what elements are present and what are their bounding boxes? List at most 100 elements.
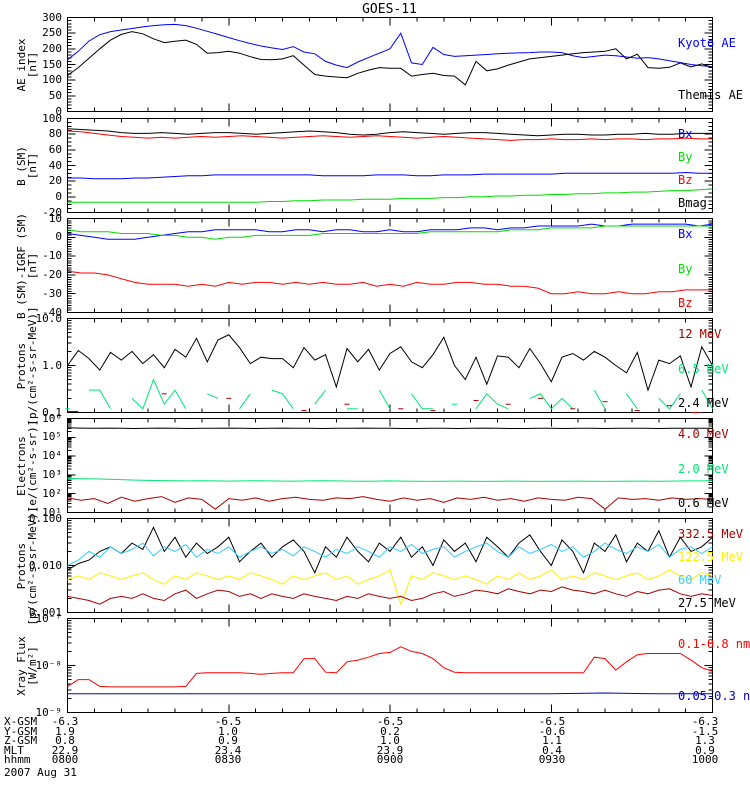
legend-bx: Bx <box>678 127 693 141</box>
footer-value: -6.3 <box>691 715 719 728</box>
legend-27.5-mev: 27.5 MeV <box>678 596 736 610</box>
y-tick-label: 10² <box>42 486 62 500</box>
y-tick-label: 10³ <box>42 467 62 481</box>
y-tick-label: 100 <box>42 73 62 87</box>
footer-row-label: Y-GSM <box>4 724 38 738</box>
footer-row-label: hhmm <box>4 753 31 766</box>
y-tick-label: 0.001 <box>28 605 62 619</box>
footer-value: 1.9 <box>55 724 75 738</box>
footer-value: 22.9 <box>51 743 79 757</box>
y-tick-label: -30 <box>42 286 62 300</box>
y-tick-label: 80 <box>48 127 62 141</box>
plot-title: GOES-11 <box>362 2 417 17</box>
legend-4.0-mev: 4.0 MeV <box>678 427 729 441</box>
y-tick-label: 0.100 <box>28 511 62 525</box>
legend-60-mev: 60 MeV <box>678 573 722 587</box>
y-tick-label: 40 <box>48 158 62 172</box>
y-tick-label: -20 <box>42 205 62 219</box>
y-tick-label: -40 <box>42 305 62 319</box>
y-tick-label: 10⁴ <box>42 449 62 463</box>
y-tick-label: -10 <box>42 249 62 263</box>
legend-by: By <box>678 261 693 276</box>
footer-value: 0.9 <box>695 743 715 757</box>
y-axis-label-protons-low: Protons [p/(cm²-s-sr-MeV)] <box>15 305 39 426</box>
y-tick-label: 300 <box>42 10 62 24</box>
footer-value: 1.0 <box>218 724 238 738</box>
footer-value: 0.4 <box>542 743 562 757</box>
panel-ae-index <box>67 17 713 112</box>
legend-bmag: Bmag <box>678 196 707 210</box>
y-tick-label: 10⁶ <box>42 411 62 425</box>
footer-value: 0900 <box>376 753 404 766</box>
footer-value: 1.1 <box>542 734 562 747</box>
y-axis-label-electrons: Electrons [e/(cm²-s-sr)] <box>15 419 39 512</box>
footer-value: 0830 <box>214 753 242 766</box>
panel-protons-low <box>65 318 713 413</box>
legend-themis-ae: Themis AE <box>678 88 744 102</box>
footer-value: -1.5 <box>691 724 719 738</box>
y-tick-label: 0.1 <box>42 405 62 419</box>
footer-value: 0.2 <box>380 724 400 738</box>
footer-value: 0930 <box>538 753 566 766</box>
footer-value: 1.0 <box>380 734 400 747</box>
y-axis-label-b-sm-igrf: B (SM)-IGRF (SM) [nT] <box>15 212 39 319</box>
legend-2.4-mev: 2.4 MeV <box>678 396 729 410</box>
date-label: 2007 Aug 31 <box>4 766 77 779</box>
y-tick-label: -20 <box>42 267 62 281</box>
footer-value: -6.3 <box>51 715 79 728</box>
panel-protons-high <box>67 518 713 613</box>
y-tick-label: 100 <box>42 111 62 125</box>
y-axis-label-xray-flux: Xray Flux [W/m²] <box>15 635 39 696</box>
panel-xray-flux <box>67 618 713 713</box>
y-tick-label: 50 <box>48 88 62 102</box>
y-tick-label: 60 <box>48 142 62 156</box>
legend-by: By <box>678 150 693 164</box>
y-tick-label: 10⁻⁸ <box>35 658 63 672</box>
legend-0.1-0.8-nm: 0.1-0.8 nm <box>678 637 750 651</box>
y-axis-label-ae-index: AE index [nT] <box>15 38 39 91</box>
footer-value: 1.3 <box>695 734 715 747</box>
legend-bz: Bz <box>678 173 693 187</box>
footer-value: -6.5 <box>538 715 566 728</box>
y-tick-label: 10.0 <box>35 311 63 325</box>
footer-value: 23.9 <box>376 743 404 757</box>
y-tick-label: 250 <box>42 26 62 40</box>
footer-value: -6.5 <box>376 715 404 728</box>
footer-value: 23.4 <box>214 743 242 757</box>
y-tick-label: 10 <box>48 211 62 225</box>
y-tick-label: 0 <box>55 189 62 203</box>
legend-0.6-mev: 0.6 MeV <box>678 496 729 510</box>
panel-b-sm <box>67 118 713 213</box>
legend-6.5-mev: 6.5 MeV <box>678 361 729 376</box>
y-axis-label-b-sm: B (SM) [nT] <box>15 145 39 186</box>
legend-332.5-mev: 332.5 MeV <box>678 527 744 541</box>
footer-value: 0.8 <box>55 734 75 747</box>
y-tick-label: 200 <box>42 41 62 55</box>
footer-value: -6.5 <box>214 715 242 728</box>
legend-0.05-0.3-nm: 0.05-0.3 nm <box>678 689 750 703</box>
footer-row-label: MLT <box>4 743 24 757</box>
y-tick-label: 10⁻⁹ <box>35 705 63 719</box>
footer-value: -0.6 <box>538 724 566 738</box>
y-tick-label: 150 <box>42 57 62 71</box>
y-tick-label: 10⁻⁷ <box>35 611 63 625</box>
legend-bx: Bx <box>678 227 693 241</box>
y-tick-label: 10⁵ <box>42 430 62 444</box>
footer-row-label: X-GSM <box>4 715 38 728</box>
footer-row-label: Z-GSM <box>4 734 38 747</box>
panel-electrons <box>67 418 713 513</box>
panel-b-sm-igrf <box>67 218 713 313</box>
footer-value: 0.9 <box>218 734 238 747</box>
y-tick-label: 1.0 <box>42 358 62 372</box>
legend-12-mev: 12 MeV <box>678 327 722 341</box>
y-tick-label: 0 <box>55 104 62 118</box>
y-axis-label-protons-high: Protons [p/(cm²-s-sr-MeV)] <box>15 505 39 626</box>
legend-bz: Bz <box>678 296 693 310</box>
legend-kyoto-ae: Kyoto AE <box>678 36 736 50</box>
footer-value: 1000 <box>691 753 719 766</box>
y-tick-label: 0.010 <box>28 558 62 572</box>
y-tick-label: 20 <box>48 174 62 188</box>
y-tick-label: 10¹ <box>42 505 62 519</box>
y-tick-label: 0 <box>55 230 62 244</box>
